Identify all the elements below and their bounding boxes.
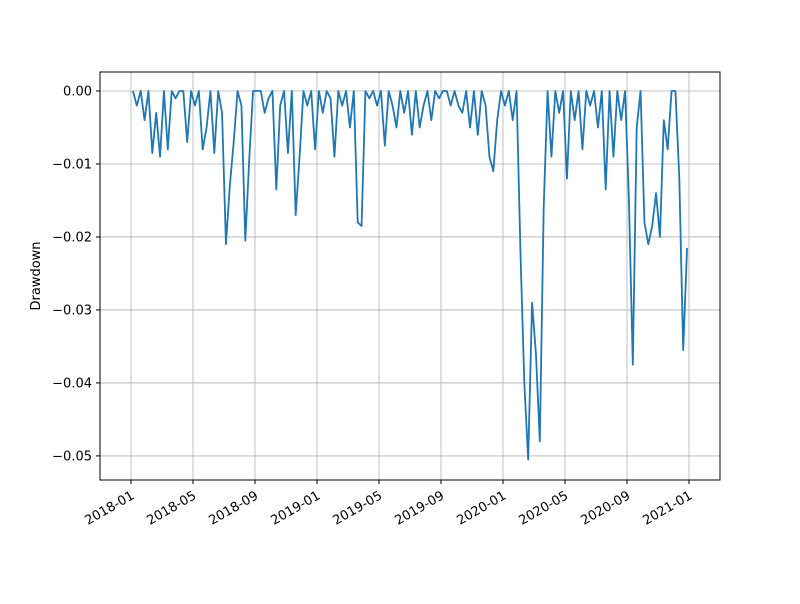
x-tick-label: 2019-01 — [268, 488, 323, 528]
x-tick-label: 2020-09 — [578, 488, 633, 528]
y-tick-label: −0.02 — [52, 230, 92, 245]
y-tick-label: −0.03 — [52, 303, 92, 318]
y-axis-label: Drawdown — [29, 241, 44, 310]
x-tick-label: 2018-09 — [206, 488, 261, 528]
x-tick-label: 2021-01 — [640, 488, 695, 528]
x-tick-label: 2019-05 — [330, 488, 385, 528]
x-tick-label: 2018-01 — [82, 488, 137, 528]
x-tick-label: 2020-05 — [516, 488, 571, 528]
line — [132, 90, 688, 461]
x-tick-label: 2018-05 — [144, 488, 199, 528]
y-tick-label: 0.00 — [63, 84, 92, 99]
y-tick-label: −0.01 — [52, 157, 92, 172]
y-tick-label: −0.04 — [52, 376, 92, 391]
plot-frame — [99, 71, 721, 481]
x-tick-label: 2020-01 — [454, 488, 509, 528]
x-tick-label: 2019-09 — [392, 488, 447, 528]
y-tick-label: −0.05 — [52, 449, 92, 464]
